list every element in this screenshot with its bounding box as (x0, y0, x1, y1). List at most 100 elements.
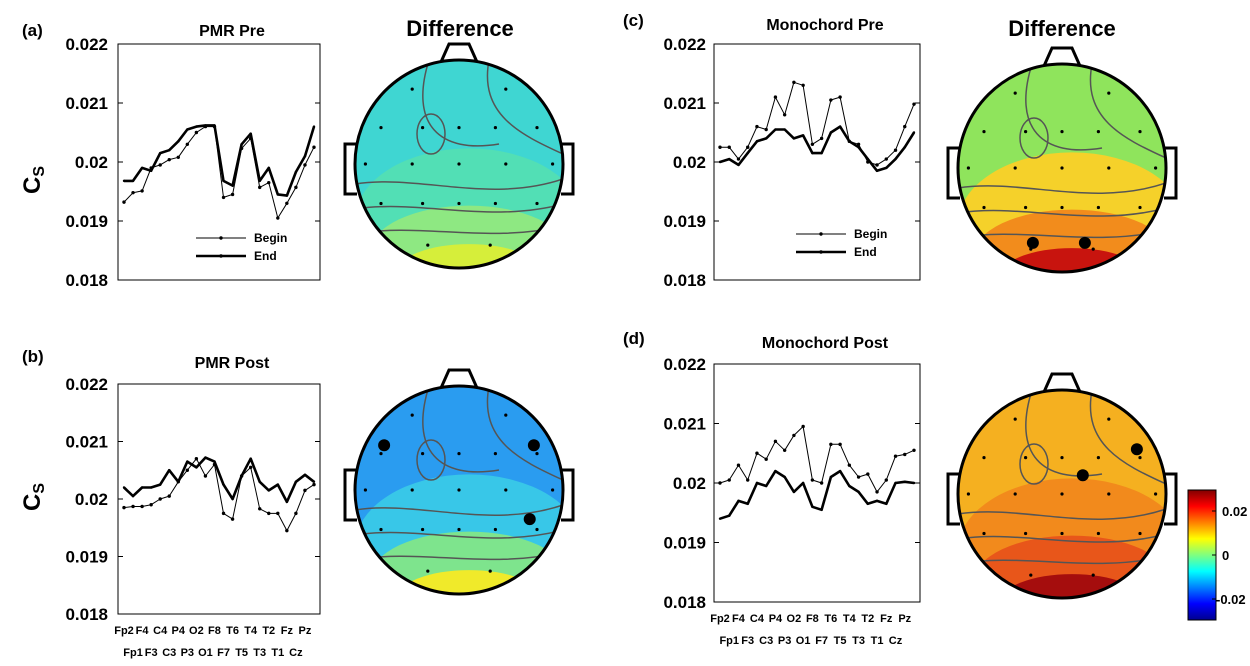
data-point-begin (131, 190, 135, 195)
electrode-dot (1060, 492, 1064, 496)
legend-label: Begin (254, 231, 287, 245)
data-point-begin (773, 95, 778, 99)
electrode-dot (1138, 205, 1142, 210)
data-point-begin (764, 127, 768, 132)
data-point-begin (875, 490, 879, 494)
data-point-end (294, 480, 298, 483)
data-point-end (303, 473, 307, 477)
electrode-dot (535, 452, 539, 456)
x-tick-label: O2 (189, 625, 204, 637)
electrode-dot (1096, 130, 1100, 134)
data-point-end (285, 194, 289, 197)
data-point-end (894, 157, 897, 161)
significant-electrode (1130, 443, 1143, 456)
electrode-dot (379, 452, 383, 456)
data-point-end (746, 502, 749, 506)
data-point-end (903, 480, 906, 484)
data-point-begin (764, 457, 768, 461)
data-point-begin (838, 95, 842, 99)
electrode-dot (493, 201, 497, 206)
data-point-begin (838, 442, 842, 447)
electrode-dot (410, 413, 414, 417)
data-point-end (737, 499, 740, 503)
x-tick-label: F4 (136, 625, 150, 637)
data-point-begin (736, 463, 741, 467)
data-point-end (894, 481, 897, 485)
data-point-begin (285, 201, 289, 205)
data-point-end (838, 125, 842, 128)
contour-line (1089, 390, 1166, 485)
y-tick-label: 0.022 (663, 35, 706, 54)
x-tick-label: T6 (824, 613, 837, 625)
data-point-end (195, 466, 198, 469)
electrode-dot (551, 488, 555, 492)
electrode-dot (1024, 130, 1028, 134)
data-point-end (774, 469, 777, 473)
contour-line (958, 533, 1166, 543)
electrode-dot (457, 126, 461, 130)
data-point-end (204, 456, 207, 459)
nose (439, 42, 479, 63)
x-tick-label: T5 (235, 647, 248, 659)
data-point-end (755, 481, 759, 485)
x-tick-label: F8 (806, 613, 819, 625)
map-title-c: Difference (1008, 16, 1116, 41)
series-line-end (719, 125, 916, 173)
data-point-begin (912, 102, 916, 106)
electrode-dot (379, 527, 383, 532)
data-point-end (149, 169, 153, 173)
data-point-end (718, 517, 722, 520)
data-point-end (267, 489, 270, 492)
data-point-begin (782, 448, 787, 452)
electrode-dot (426, 243, 430, 247)
data-point-end (885, 166, 888, 170)
head-map-monochord-post (946, 372, 1178, 600)
x-tick-label: F3 (741, 635, 754, 647)
head-outline (353, 384, 565, 596)
electrode-dot (535, 201, 539, 206)
series-line-end (123, 456, 315, 504)
contour-line (958, 508, 1166, 520)
electrode-dot (421, 201, 425, 206)
y-tick-label: 0.02 (673, 153, 706, 172)
contour-line (486, 60, 563, 155)
data-point-begin (718, 481, 722, 485)
data-point-begin (176, 155, 180, 159)
x-tick-label: Cz (889, 635, 903, 647)
electrode-dot (1107, 417, 1111, 421)
data-point-begin (221, 511, 226, 516)
significant-electrode (1078, 236, 1091, 249)
electrode-dot (1060, 531, 1064, 536)
line-chart-monochord-pre: 0.018 0.019 0.02 0.021 0.022 Begin End (663, 35, 921, 290)
electrode-dot (982, 456, 986, 460)
data-point-begin (829, 442, 833, 447)
data-point-end (737, 163, 740, 167)
y-tick-label: 0.022 (663, 355, 706, 374)
data-point-end (213, 124, 216, 127)
series-line-begin (123, 458, 315, 532)
data-point-begin (727, 145, 731, 149)
data-point-end (718, 160, 722, 164)
electrode-dot (551, 162, 555, 166)
data-point-begin (893, 148, 898, 152)
series-line-begin (719, 426, 915, 493)
panel-label-d: (d) (623, 329, 645, 348)
x-tick-label: C4 (750, 613, 765, 625)
x-tick-label: Pz (299, 625, 312, 637)
nose (439, 368, 479, 389)
data-point-begin (801, 83, 805, 88)
y-tick-label: 0.019 (663, 534, 706, 553)
data-point-end (792, 490, 796, 494)
data-point-end (240, 474, 243, 478)
significant-electrode (527, 439, 540, 452)
head-map-monochord-pre (946, 46, 1178, 274)
x-tick-label: F8 (208, 625, 221, 637)
x-tick-label: Fp1 (123, 647, 143, 659)
data-point-begin (248, 465, 253, 470)
electrode-dot (504, 488, 508, 492)
data-point-end (912, 481, 916, 485)
y-tick-label: 0.019 (663, 212, 706, 231)
data-point-end (838, 469, 842, 473)
head-map-pmr-post (343, 368, 575, 596)
electrode-dot (1024, 205, 1028, 210)
